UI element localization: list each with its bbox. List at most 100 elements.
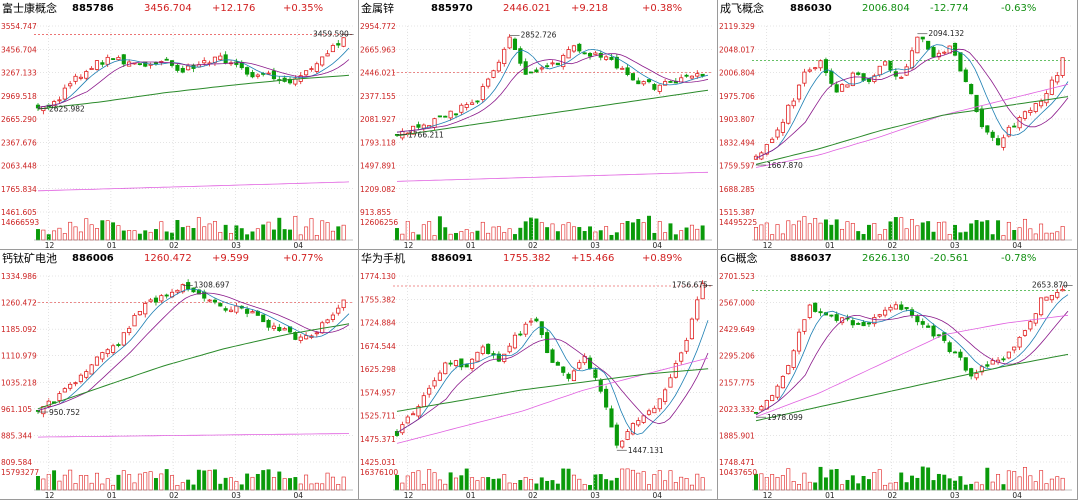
volume-bar — [459, 231, 464, 241]
volume-bar — [657, 470, 662, 491]
volume-bar — [893, 217, 898, 241]
candle-body — [996, 138, 1001, 146]
volume-bar — [486, 232, 491, 241]
index-change: -20.561 — [930, 253, 969, 264]
volume-bar — [577, 478, 582, 491]
volume-bar — [979, 221, 984, 241]
volume-bar — [62, 474, 67, 491]
candle-body — [336, 307, 341, 314]
candle-body — [807, 69, 812, 72]
candle-body — [480, 86, 485, 100]
y-tick-label: 2081.927 — [360, 115, 396, 124]
candle-body — [341, 37, 346, 47]
candle-body — [909, 309, 915, 316]
volume-bar — [866, 224, 871, 241]
ma10-line — [396, 338, 709, 434]
volume-bar — [850, 223, 855, 241]
candle-body — [46, 400, 51, 407]
y-tick-label: 2048.017 — [719, 45, 755, 54]
candle-body — [78, 76, 83, 79]
volume-bar — [620, 468, 625, 491]
candle-body — [330, 314, 335, 320]
candle-body — [614, 56, 619, 69]
candle-body — [502, 48, 507, 64]
candle-body — [915, 36, 920, 54]
candle-body — [175, 64, 180, 71]
volume-bar — [523, 477, 528, 491]
volume-bar — [823, 477, 828, 491]
candle-body — [1055, 291, 1060, 298]
candle-body — [625, 431, 630, 440]
volume-bar — [127, 474, 132, 491]
volume-bar — [95, 228, 99, 241]
chart-panel-1[interactable]: 富士康概念 885786 3456.704 +12.176 +0.35% 355… — [0, 0, 359, 250]
candle-body — [486, 78, 491, 87]
volume-bar — [963, 231, 968, 241]
volume-bar — [218, 483, 223, 491]
volume-bar — [582, 484, 587, 491]
candle-body — [164, 294, 169, 297]
volume-bar — [464, 229, 469, 241]
volume-bar — [207, 469, 212, 491]
chart-panel-4[interactable]: 钙钛矿电池 886006 1260.472 +9.599 +0.77% 1334… — [0, 250, 359, 500]
volume-bar — [480, 221, 485, 241]
volume-bar — [411, 472, 416, 491]
low-label: 1667.870 — [767, 161, 803, 170]
candle-body — [646, 410, 652, 415]
volume-bar — [1055, 231, 1060, 241]
volume-bar — [566, 222, 571, 241]
volume-bar — [427, 221, 432, 241]
volume-bar — [309, 218, 314, 241]
chart-panel-6[interactable]: 6G概念 886037 2626.130 -20.561 -0.78% 2701… — [718, 250, 1078, 500]
volume-bar — [850, 475, 855, 491]
volume-bar — [84, 475, 89, 491]
volume-bar — [277, 471, 282, 491]
candle-body — [840, 84, 845, 92]
volume-bar — [164, 231, 169, 241]
y-tick-label: 2429.649 — [719, 325, 755, 334]
volume-label: 14666593 — [1, 218, 39, 227]
panel-header: 金属锌 885970 2446.021 +9.218 +0.38% — [359, 0, 717, 18]
candle-body — [979, 108, 984, 128]
volume-bar — [73, 483, 78, 491]
candlestick-chart-3: 2119.329 2048.017 2006.804 1975.706 1903.807… — [719, 22, 1072, 249]
volume-bar — [320, 483, 325, 491]
candle-body — [657, 398, 662, 410]
candle-body — [958, 351, 963, 358]
candle-body — [780, 376, 785, 389]
volume-bar — [636, 219, 641, 241]
candle-body — [68, 383, 73, 389]
volume-bar — [62, 233, 67, 241]
candle-body — [877, 314, 882, 317]
volume-bar — [84, 218, 89, 241]
y-tick-label: 3554.747 — [1, 22, 37, 31]
candle-body — [250, 72, 255, 78]
candle-body — [459, 358, 464, 368]
candle-body — [753, 412, 759, 414]
volume-bar — [958, 476, 963, 491]
candle-body — [459, 104, 464, 113]
y-tick-label: 1724.884 — [360, 319, 396, 328]
chart-panel-3[interactable]: 成飞概念 886030 2006.804 -12.774 -0.63% 2119… — [718, 0, 1078, 250]
chart-panel-5[interactable]: 华为手机 886091 1755.382 +15.466 +0.89% 1774… — [359, 250, 718, 500]
volume-bar — [958, 232, 963, 241]
month-tick-label: 03 — [231, 241, 241, 250]
volume-bar — [293, 477, 298, 491]
volume-bar — [813, 482, 818, 491]
volume-bar — [475, 480, 480, 491]
volume-bar — [255, 228, 260, 241]
candle-body — [293, 331, 298, 340]
index-change: +9.599 — [212, 253, 250, 264]
volume-bar — [969, 483, 974, 491]
candle-body — [84, 71, 89, 79]
candle-body — [1022, 111, 1028, 119]
volume-label: 12606256 — [360, 218, 398, 227]
volume-bar — [883, 229, 888, 241]
candle-body — [652, 84, 657, 90]
index-name: 6G概念 — [720, 252, 758, 265]
volume-bar — [829, 469, 834, 491]
chart-panel-2[interactable]: 金属锌 885970 2446.021 +9.218 +0.38% 2954.7… — [359, 0, 718, 250]
candle-body — [609, 56, 614, 60]
candle-body — [1001, 358, 1006, 361]
volume-bar — [861, 234, 866, 241]
